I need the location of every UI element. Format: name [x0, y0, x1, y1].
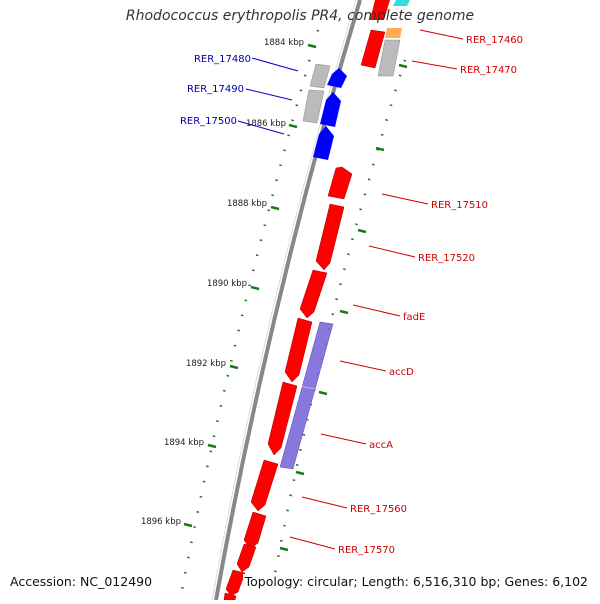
leader-line [245, 88, 293, 101]
gene-label[interactable]: RER_17520 [418, 253, 475, 264]
top-partial-genes [360, 0, 410, 77]
gene-orange[interactable] [385, 28, 402, 38]
gene-red-b[interactable] [225, 569, 246, 597]
leader-line [289, 536, 336, 550]
major-tick [183, 522, 193, 528]
scale-label: 1896 kbp [141, 517, 181, 527]
reverse-gene-labels: RER_17480 RER_17490 RER_17500 [180, 54, 251, 127]
gene-label[interactable]: RER_17490 [187, 84, 244, 95]
gene-rer-17470[interactable] [377, 39, 401, 77]
scale-labels: 1884 kbp 1886 kbp 1888 kbp 1890 kbp 1892… [141, 38, 304, 527]
forward-gene-labels: RER_17460 RER_17470 RER_17510 RER_17520 … [338, 35, 523, 556]
gene-blue-3[interactable] [313, 126, 334, 160]
major-ticks [183, 43, 317, 528]
major-tick [270, 205, 280, 211]
outer-major-tick [279, 546, 289, 552]
scale-label: 1892 kbp [186, 359, 226, 369]
gene-red-a[interactable] [236, 543, 257, 573]
leader-line [339, 360, 387, 372]
leader-line [411, 60, 458, 70]
operon-block[interactable] [279, 321, 334, 470]
leader-line [368, 245, 416, 258]
outer-major-ticks [279, 63, 408, 552]
major-tick [307, 43, 317, 49]
gene-top-red[interactable] [370, 0, 390, 20]
major-tick [229, 364, 239, 370]
outer-major-tick [295, 470, 305, 476]
scale-label: 1886 kbp [246, 119, 286, 129]
leader-line [251, 57, 299, 72]
forward-genes [223, 166, 353, 601]
operon-divider [299, 385, 316, 390]
genome-title: Rhodococcus erythropolis PR4, complete g… [125, 8, 475, 24]
gene-label[interactable]: fadE [403, 312, 425, 323]
major-tick [250, 285, 260, 291]
scale-label: 1884 kbp [264, 38, 304, 48]
gene-label[interactable]: RER_17570 [338, 545, 395, 556]
gene-rer-17510[interactable] [327, 166, 353, 200]
leader-line [320, 433, 367, 445]
gene-label[interactable]: RER_17480 [194, 54, 251, 65]
outer-major-tick [398, 63, 408, 69]
gene-grey-rer-17480[interactable] [309, 63, 331, 89]
gene-blue-1[interactable] [327, 68, 347, 88]
scale-label: 1888 kbp [227, 199, 267, 209]
leader-line [381, 193, 429, 205]
outer-major-tick [357, 228, 367, 234]
gene-label[interactable]: RER_17500 [180, 116, 237, 127]
forward-leaders [289, 29, 464, 550]
gene-label[interactable]: RER_17470 [460, 65, 517, 76]
gene-label[interactable]: RER_17460 [466, 35, 523, 46]
major-tick [207, 443, 217, 449]
reverse-genes [302, 63, 347, 160]
major-tick [288, 123, 298, 129]
leader-line [352, 304, 401, 317]
scale-label: 1890 kbp [207, 279, 247, 289]
outer-major-tick [375, 146, 385, 152]
scale-label: 1894 kbp [164, 438, 204, 448]
reverse-leaders [237, 57, 299, 135]
gene-rer-17560[interactable] [250, 459, 279, 512]
gene-label[interactable]: accA [369, 440, 393, 451]
outer-major-tick [339, 309, 349, 315]
gene-label[interactable]: RER_17560 [350, 504, 407, 515]
gene-rer-17570[interactable] [243, 511, 267, 550]
gene-rer-17460[interactable] [360, 29, 386, 69]
gene-acca[interactable] [267, 381, 298, 456]
accession-text: Accession: NC_012490 [8, 574, 155, 589]
leader-line [237, 120, 285, 135]
genome-info-text: Topology: circular; Length: 6,516,310 bp… [242, 574, 590, 589]
gene-label[interactable]: accD [389, 367, 414, 378]
gene-label[interactable]: RER_17510 [431, 200, 488, 211]
gene-cyan[interactable] [393, 0, 410, 6]
leader-line [419, 29, 464, 40]
outer-tick-ring [268, 59, 407, 601]
gene-rer-17520[interactable] [315, 203, 345, 271]
leader-line [301, 496, 348, 509]
gene-blue-2[interactable] [320, 92, 341, 127]
outer-major-tick [318, 390, 328, 396]
gene-accd[interactable] [284, 317, 313, 383]
gene-fade[interactable] [299, 269, 328, 319]
gene-grey-rer-17490[interactable] [302, 89, 325, 124]
